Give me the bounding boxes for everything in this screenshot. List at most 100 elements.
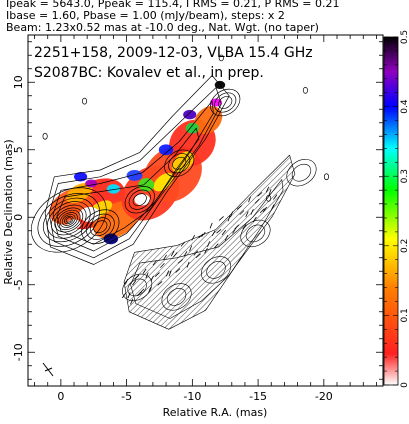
evpa-stick xyxy=(177,259,183,264)
knot-contour xyxy=(218,96,233,109)
polarization-patch xyxy=(183,109,197,120)
evpa-stick xyxy=(145,272,149,279)
evpa-stick xyxy=(186,261,190,268)
axis-ticks xyxy=(28,35,383,386)
knot-contour xyxy=(128,189,151,210)
evpa-stick xyxy=(232,228,237,234)
polarization-knot-contour xyxy=(122,273,153,302)
y-tick-label: 5 xyxy=(12,146,25,153)
evpa-stick xyxy=(183,251,188,257)
core-contour xyxy=(51,204,87,236)
evpa-stick xyxy=(191,234,195,241)
knot-contour xyxy=(124,186,155,214)
knot-contour xyxy=(132,193,147,207)
evpa-stick xyxy=(209,222,213,229)
polarization-knot-contour xyxy=(286,159,317,187)
x-axis-label: Relative R.A. (mas) xyxy=(163,406,268,419)
evpa-stick xyxy=(218,216,224,221)
evpa-stick xyxy=(124,278,129,285)
core-contour xyxy=(65,217,72,223)
evpa-stick xyxy=(154,272,160,277)
evpa-stick xyxy=(166,270,170,277)
evpa-stick xyxy=(257,192,263,197)
noise-contour xyxy=(302,86,308,94)
evpa-stick xyxy=(242,224,247,230)
jet-contour xyxy=(44,75,230,265)
colorbar-tick-label: 0.3 xyxy=(400,169,409,183)
core-contour xyxy=(37,193,100,247)
knot-contour xyxy=(93,220,108,234)
core-contour xyxy=(63,215,74,225)
polarization-knot-contour xyxy=(291,163,312,182)
evpa-stick xyxy=(259,208,265,214)
low-polarization-hole xyxy=(79,206,101,223)
polarization-knot-contour xyxy=(245,224,266,243)
evpa-stick xyxy=(254,198,260,204)
core-contour xyxy=(42,197,95,243)
core-contour xyxy=(46,201,91,239)
polarization-vector-map xyxy=(121,154,317,330)
knot-contour xyxy=(89,217,111,237)
jet-contour xyxy=(48,87,222,259)
header-base-line: Ibase = 1.60, Pbase = 1.00 (mJy/beam), s… xyxy=(6,9,285,22)
x-tick-label: -5 xyxy=(121,390,132,403)
knot-contour xyxy=(172,156,187,170)
evpa-stick xyxy=(250,208,254,215)
polarization-patch xyxy=(210,98,222,107)
evpa-stick xyxy=(248,196,251,203)
plot-title-line2: S2087BC: Kovalev et al., in prep. xyxy=(34,65,264,81)
evpa-stick xyxy=(134,274,140,280)
core-contour xyxy=(61,214,76,226)
evpa-stick xyxy=(130,298,134,305)
header-beam-line: Beam: 1.23x0.52 mas at -10.0 deg., Nat. … xyxy=(6,21,319,34)
evpa-stick xyxy=(204,247,208,254)
evpa-stick xyxy=(132,280,137,286)
evpa-stick xyxy=(168,270,172,277)
polarization-knot-contour xyxy=(201,256,232,284)
evpa-stick xyxy=(236,205,242,210)
evpa-stick xyxy=(207,241,210,248)
x-tick-label: -15 xyxy=(249,390,267,403)
knot-contour xyxy=(164,149,195,177)
y-tick-label: 0 xyxy=(12,214,25,221)
evpa-stick xyxy=(211,230,216,236)
evpa-stick xyxy=(239,210,245,215)
colorbar-tick-label: 0.4 xyxy=(400,99,409,114)
polarization-contour xyxy=(130,179,284,319)
colorbar-tick-label: 0.1 xyxy=(400,308,409,322)
polarized-intensity-color xyxy=(49,80,226,245)
evpa-stick xyxy=(193,250,199,256)
beam-marker xyxy=(42,362,54,377)
polarization-patch xyxy=(153,172,174,192)
y-tick-label: -5 xyxy=(12,279,25,290)
polarization-knot-contour xyxy=(240,219,271,248)
x-tick-label: -10 xyxy=(183,390,201,403)
polarization-patch xyxy=(103,233,119,245)
x-tick-label: -20 xyxy=(315,390,333,403)
evpa-stick xyxy=(173,252,178,258)
y-tick-labels: -10 -5 0 5 10 xyxy=(12,75,25,361)
core-contour xyxy=(57,209,81,231)
evpa-stick xyxy=(245,211,249,218)
knot-contour xyxy=(214,92,237,113)
evpa-stick xyxy=(148,287,152,294)
evpa-stick xyxy=(152,260,157,266)
polarization-patch xyxy=(85,179,98,188)
polarization-knot-contour xyxy=(166,288,187,306)
colorbar xyxy=(383,36,399,386)
evpa-stick xyxy=(227,215,231,222)
core-contour xyxy=(30,187,107,253)
evpa-stick xyxy=(213,243,219,249)
noise-contour xyxy=(323,173,330,181)
x-tick-labels: 0 -5 -10 -15 -20 xyxy=(57,390,332,403)
noise-contour xyxy=(81,97,88,105)
polarization-patch xyxy=(126,170,143,181)
total-intensity-contours xyxy=(30,54,330,265)
evpa-stick xyxy=(189,245,193,252)
evpa-stick xyxy=(170,250,175,257)
polarization-patch xyxy=(158,144,174,156)
knot-contour xyxy=(85,213,115,240)
polarization-patch xyxy=(106,184,121,194)
evpa-stick xyxy=(265,186,270,193)
